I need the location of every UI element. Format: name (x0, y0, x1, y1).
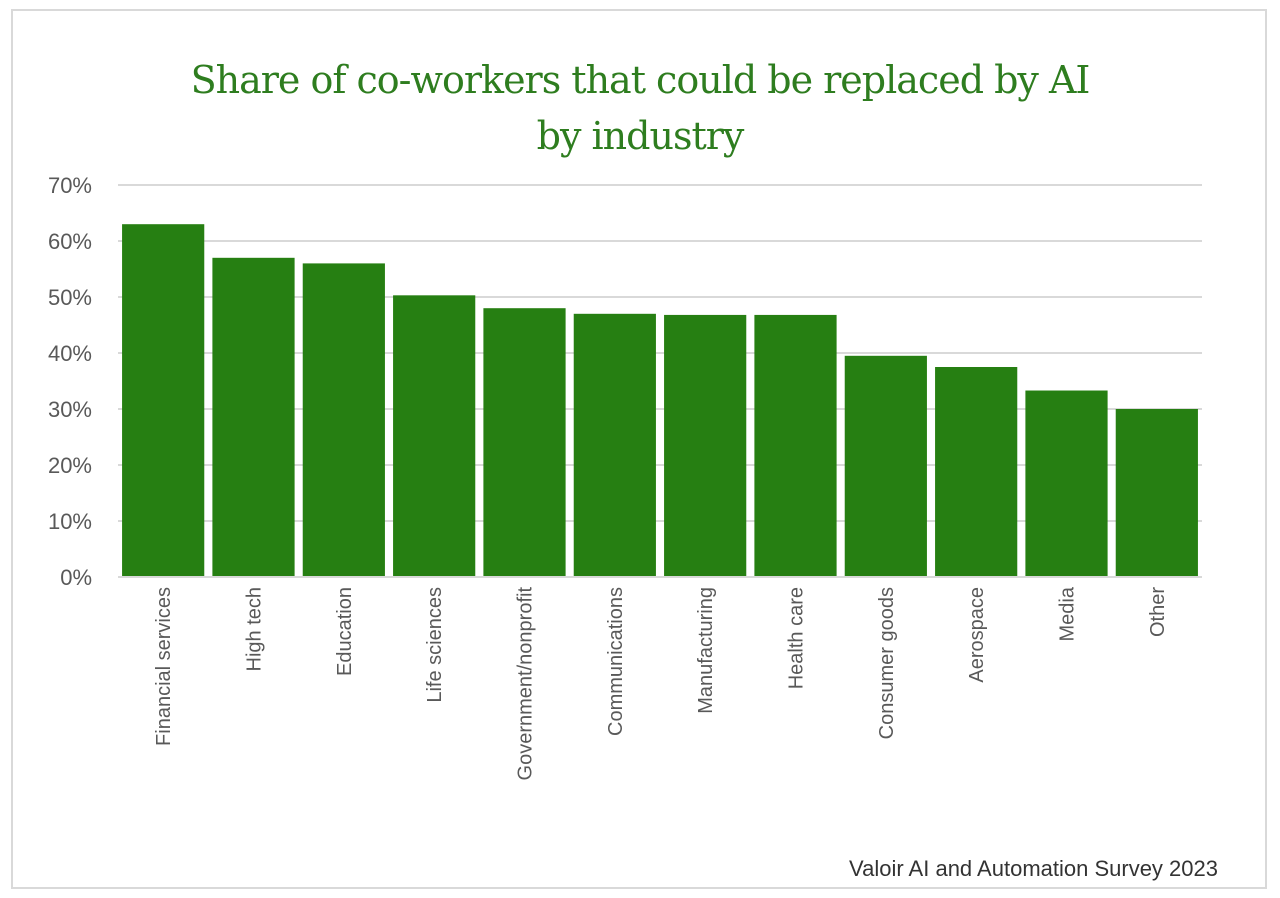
bars (122, 224, 1198, 577)
bar (393, 295, 476, 577)
x-tick-label: Aerospace (966, 587, 988, 683)
bar (754, 314, 837, 577)
bar (302, 263, 385, 577)
x-tick-label: Health care (786, 587, 808, 689)
chart-title-line-2: by industry (536, 114, 745, 158)
source-note: Valoir AI and Automation Survey 2023 (849, 856, 1218, 881)
y-tick-label: 10% (48, 509, 92, 534)
x-tick-label: Education (334, 587, 356, 676)
bar (573, 313, 656, 577)
chart-title-line-1: Share of co-workers that could be replac… (190, 58, 1091, 102)
bar (122, 224, 205, 577)
x-tick-label: High tech (244, 587, 266, 672)
x-tick-label: Media (1057, 586, 1079, 641)
y-tick-label: 30% (48, 397, 92, 422)
y-tick-label: 60% (48, 229, 92, 254)
bar (483, 308, 566, 577)
y-tick-label: 50% (48, 285, 92, 310)
x-tick-label: Consumer goods (876, 587, 898, 739)
x-tick-label: Communications (605, 587, 627, 736)
y-tick-label: 0% (60, 565, 92, 590)
x-tick-label: Other (1147, 587, 1169, 637)
x-axis-labels: Financial services High tech Education Life… (153, 586, 1169, 780)
x-tick-label: Government/nonprofit (515, 587, 537, 781)
y-tick-label: 20% (48, 453, 92, 478)
chart-title: Share of co-workers that could be replac… (0, 52, 1280, 164)
x-tick-label: Manufacturing (695, 587, 717, 714)
y-axis-ticks: 0% 10% 20% 30% 40% 50% 60% 70% (48, 173, 92, 590)
gridlines (118, 184, 1202, 522)
bar (1115, 409, 1198, 577)
bar (844, 355, 927, 577)
y-tick-label: 70% (48, 173, 92, 198)
y-tick-label: 40% (48, 341, 92, 366)
bar (1025, 390, 1108, 577)
bar (935, 367, 1018, 577)
bar (212, 257, 295, 577)
x-tick-label: Life sciences (424, 587, 446, 703)
x-tick-label: Financial services (153, 587, 175, 746)
bar (664, 314, 747, 577)
